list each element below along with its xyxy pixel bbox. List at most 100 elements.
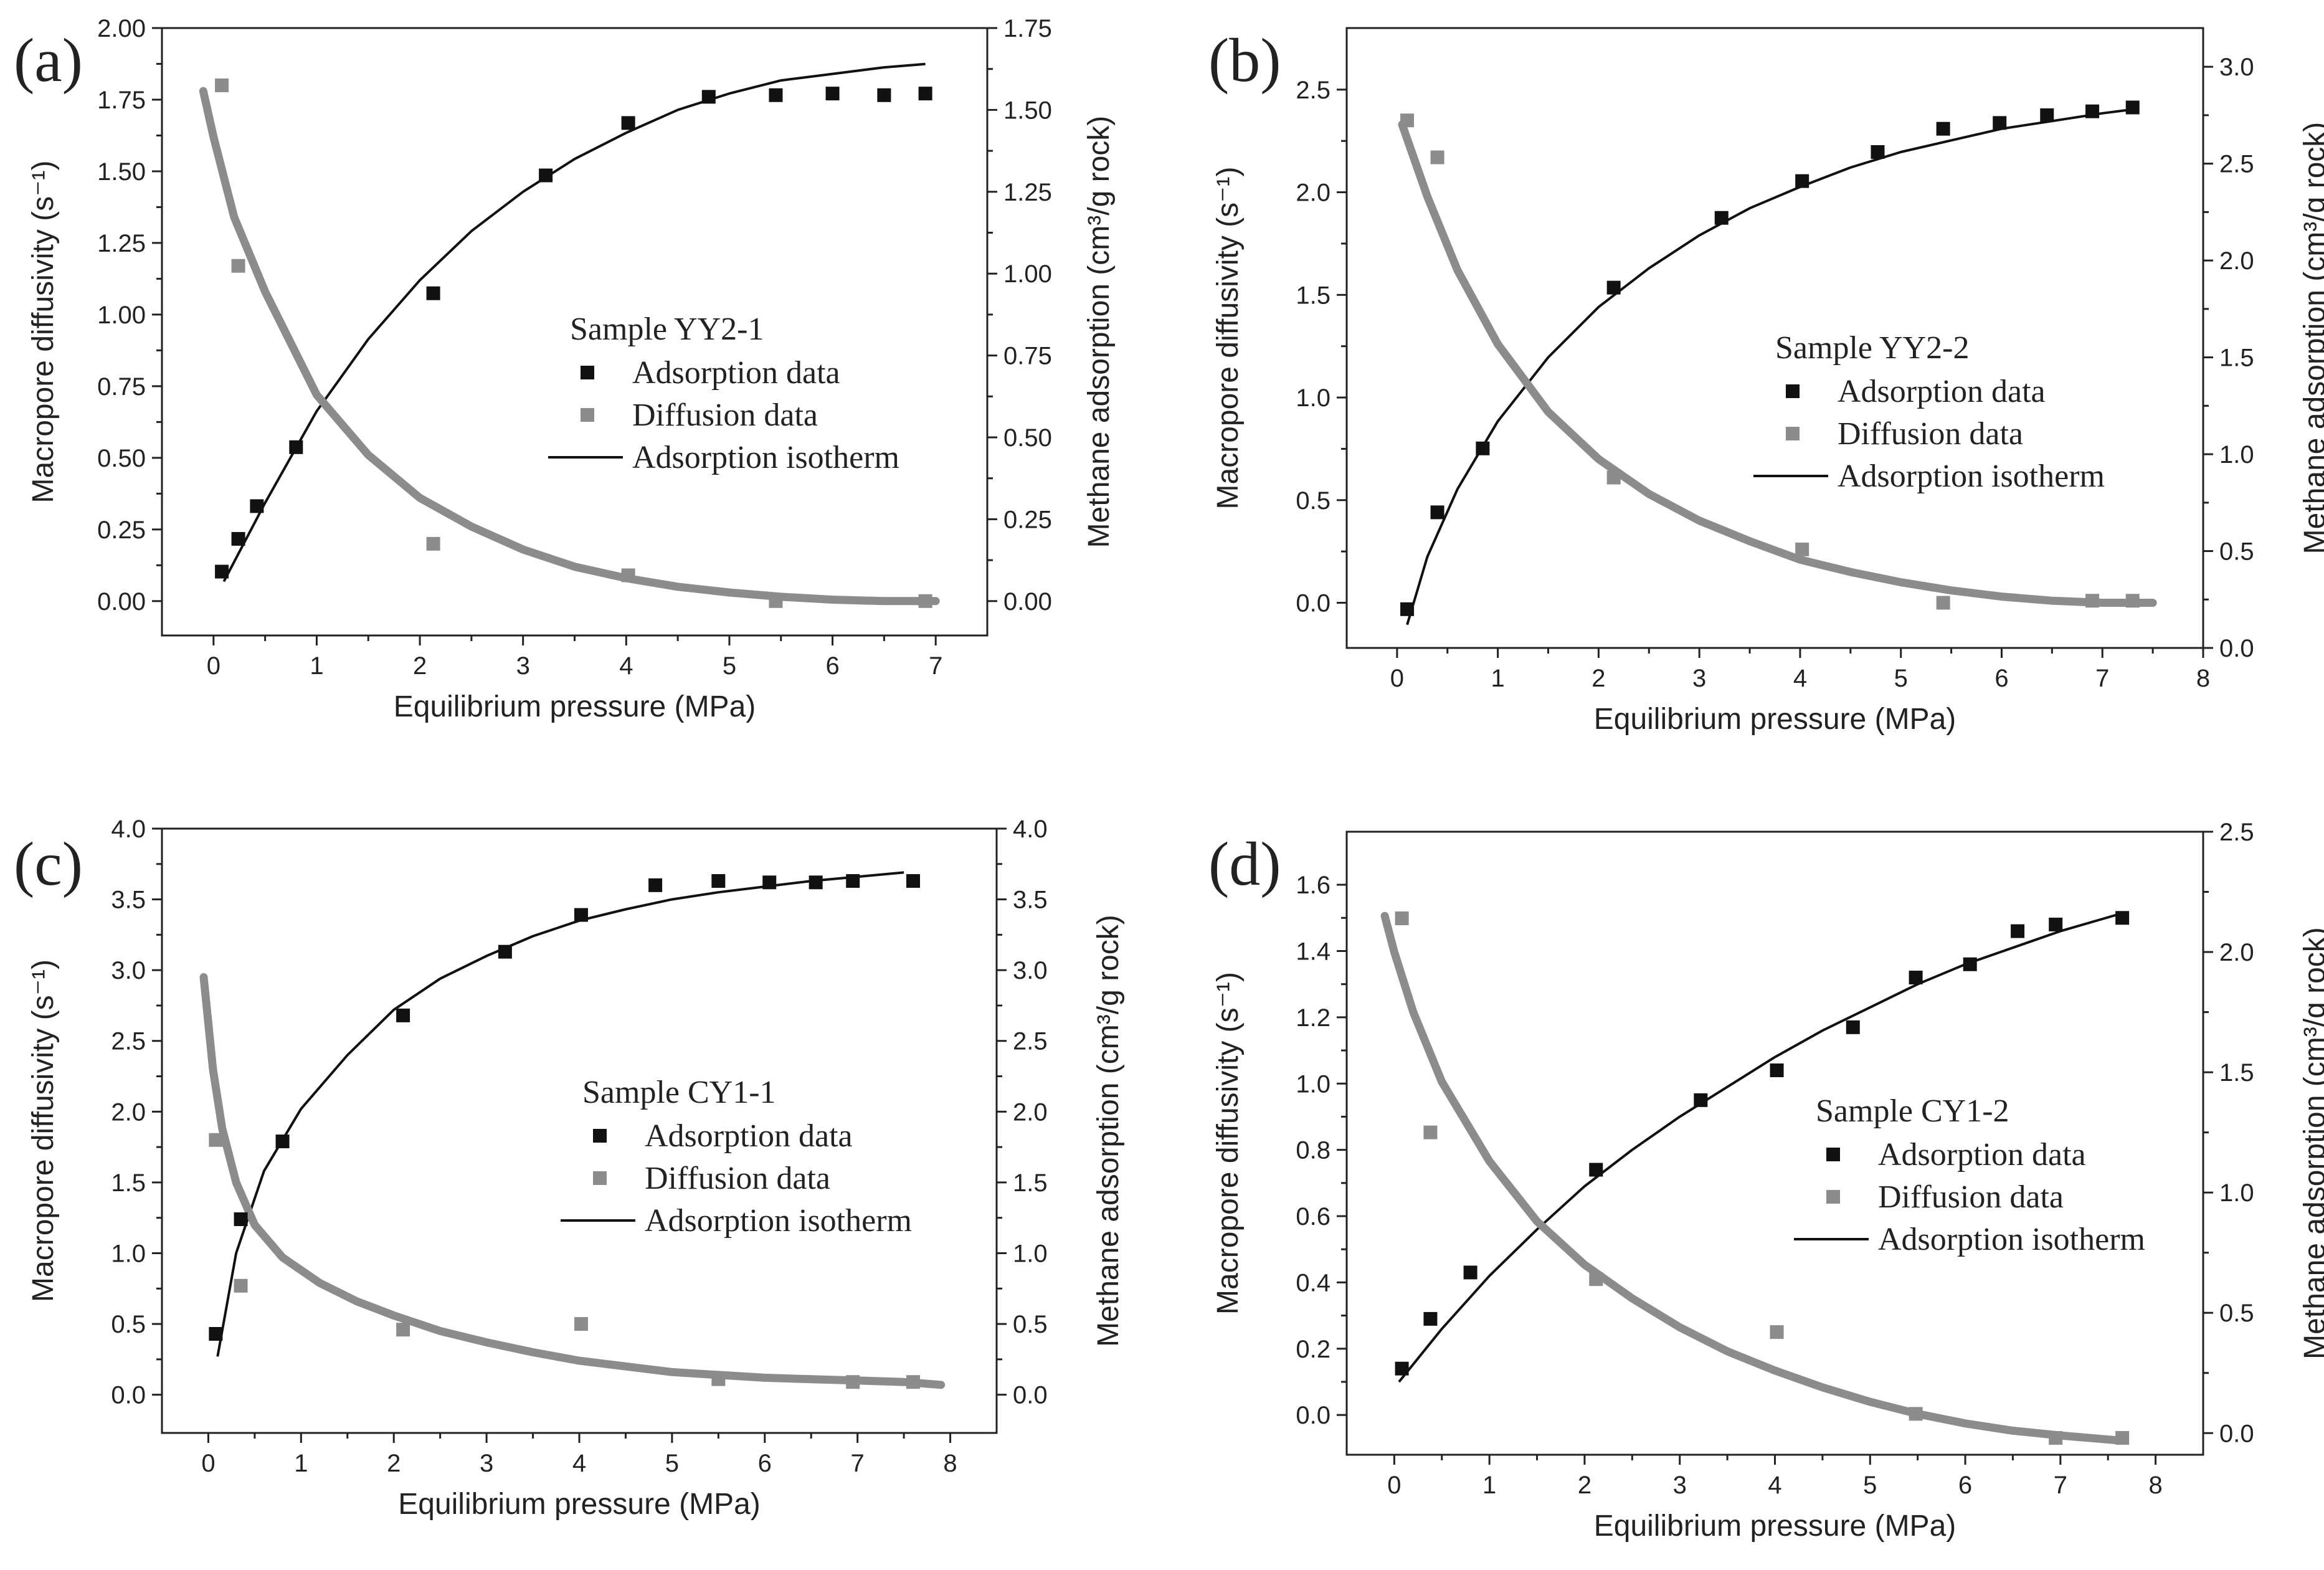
adsorption-data-point <box>1795 174 1809 188</box>
diffusion-data-point <box>1395 911 1409 925</box>
x-tick-label: 7 <box>2054 1472 2067 1499</box>
x-tick-label: 3 <box>516 652 530 680</box>
x-tick-label: 7 <box>851 1450 865 1477</box>
x-tick-label: 0 <box>201 1450 215 1477</box>
x-tick-label: 2 <box>1578 1472 1591 1499</box>
y-left-tick-label: 0.0 <box>111 1382 146 1409</box>
y-right-tick-label: 0.5 <box>2219 538 2254 566</box>
x-axis-title: Equilibrium pressure (MPa) <box>1594 1510 1956 1543</box>
y-right-tick-label: 1.5 <box>2219 345 2254 372</box>
y-left-tick-label: 0.5 <box>111 1311 146 1338</box>
y-right-tick-label: 0.00 <box>1003 588 1052 616</box>
y-left-tick-label: 1.50 <box>97 158 146 186</box>
plot-area <box>1398 100 2157 626</box>
adsorption-data-point <box>1963 957 1977 971</box>
diffusion-data-point <box>1400 113 1415 128</box>
adsorption-data-point <box>231 531 245 546</box>
adsorption-data-point <box>762 875 777 890</box>
x-tick-label: 2 <box>387 1450 401 1477</box>
diffusion-data-point <box>1606 470 1621 485</box>
adsorption-data-point <box>1909 971 1923 985</box>
y-left-axis-title: Macropore diffusivity (s⁻¹) <box>1212 167 1245 510</box>
y-right-tick-label: 0.25 <box>1003 506 1052 533</box>
y-left-tick-label: 1.0 <box>1296 384 1330 412</box>
y-right-tick-label: 1.0 <box>2219 1179 2254 1207</box>
y-left-tick-label: 1.4 <box>1296 938 1330 965</box>
adsorption-data-point <box>2040 108 2054 122</box>
y-left-axis-title: Macropore diffusivity (s⁻¹) <box>27 161 60 503</box>
panel-label: (c) <box>14 829 83 898</box>
chart-panel-1: (b) 0 1 2 3 4 5 6 7 8 0.0 0.5 1.0 1.5 2.0 2.5 0.0 0.5 1.0 1… <box>1208 26 2324 736</box>
diffusion-data-point <box>209 1133 223 1147</box>
diffusion-data-point <box>846 1375 860 1389</box>
adsorption-data-point <box>621 116 635 130</box>
y-right-tick-label: 0.75 <box>1003 343 1052 370</box>
y-left-tick-label: 0.5 <box>1296 487 1330 515</box>
x-tick-label: 7 <box>929 652 942 680</box>
x-tick-label: 0 <box>1387 1472 1401 1499</box>
adsorption-data-point <box>250 499 264 513</box>
y-right-tick-label: 0.0 <box>2219 635 2254 662</box>
adsorption-data-point <box>396 1008 410 1022</box>
diffusion-data-point <box>2125 594 2140 608</box>
y-left-tick-label: 0.8 <box>1296 1137 1330 1164</box>
y-right-tick-label: 1.0 <box>2219 441 2254 469</box>
y-left-tick-label: 1.2 <box>1296 1004 1330 1032</box>
y-left-tick-label: 1.25 <box>97 230 146 257</box>
adsorption-data-point <box>769 88 783 102</box>
x-tick-label: 7 <box>2095 665 2109 692</box>
adsorption-data-point <box>701 90 716 104</box>
adsorption-data-point <box>648 878 663 892</box>
diffusion-data-point <box>1770 1325 1784 1339</box>
legend-adsorption-marker <box>593 1129 607 1143</box>
y-right-tick-label: 2.5 <box>1013 1028 1048 1055</box>
y-right-tick-label: 0.0 <box>2219 1420 2254 1447</box>
chart-panel-3: (d) 0 1 2 3 4 5 6 7 8 0.0 0.2 0.4 0.6 0.8 1.0 1.2 1.4 1.6 0… <box>1208 819 2324 1543</box>
adsorption-data-point <box>825 87 840 101</box>
legend-adsorption-label: Adsorption data <box>1878 1137 2086 1173</box>
panel-label: (d) <box>1208 829 1281 898</box>
adsorption-data-point <box>1589 1163 1603 1177</box>
adsorption-data-point <box>918 87 932 101</box>
x-tick-label: 1 <box>1491 665 1505 692</box>
adsorption-data-point <box>539 168 553 183</box>
x-axis-title: Equilibrium pressure (MPa) <box>1594 703 1956 736</box>
adsorption-data-point <box>574 908 588 922</box>
diffusion-data-point <box>2115 1430 2130 1445</box>
x-tick-label: 0 <box>1390 665 1404 692</box>
diffusion-fit-curve <box>1398 120 2157 607</box>
y-right-tick-label: 2.0 <box>2219 939 2254 966</box>
x-tick-label: 1 <box>294 1450 308 1477</box>
y-right-tick-label: 0.5 <box>1013 1311 1048 1338</box>
adsorption-data-point <box>234 1212 248 1226</box>
y-right-tick-label: 1.00 <box>1003 260 1052 288</box>
y-right-tick-label: 3.5 <box>1013 887 1048 914</box>
x-tick-label: 5 <box>723 652 736 680</box>
y-right-tick-label: 1.5 <box>2219 1059 2254 1087</box>
legend: Sample YY2-2 Adsorption data Diffusion dat… <box>1753 330 2105 494</box>
legend-title: Sample CY1-2 <box>1816 1093 2009 1129</box>
diffusion-data-point <box>1936 596 1950 610</box>
x-tick-label: 5 <box>1863 1472 1877 1499</box>
y-left-tick-label: 0.0 <box>1296 590 1330 617</box>
y-right-axis-title: Methane adsorption (cm³/g rock) <box>1092 915 1125 1347</box>
adsorption-data-point <box>1770 1063 1784 1077</box>
legend-diffusion-label: Diffusion data <box>632 397 818 433</box>
adsorption-data-point <box>1400 602 1415 616</box>
y-right-tick-label: 1.75 <box>1003 15 1052 42</box>
y-left-tick-label: 2.0 <box>111 1098 146 1126</box>
diffusion-data-point <box>215 78 229 92</box>
y-left-tick-label: 2.00 <box>97 15 146 42</box>
x-tick-label: 1 <box>310 652 323 680</box>
y-right-tick-label: 3.0 <box>2219 54 2254 81</box>
adsorption-data-point <box>275 1135 290 1149</box>
adsorption-data-point <box>2049 917 2063 931</box>
diffusion-data-point <box>231 259 245 273</box>
x-tick-label: 6 <box>1994 665 2008 692</box>
adsorption-data-point <box>1606 280 1621 295</box>
legend-adsorption-label: Adsorption data <box>645 1118 853 1154</box>
x-tick-label: 5 <box>665 1450 679 1477</box>
plot-frame <box>1345 27 2204 649</box>
